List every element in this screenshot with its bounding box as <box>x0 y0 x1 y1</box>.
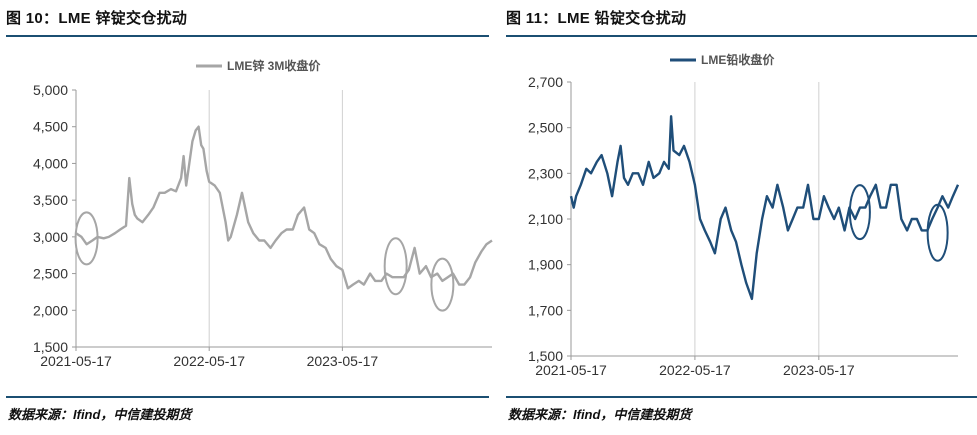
footer-divider <box>6 396 489 398</box>
y-tick-label: 4,000 <box>33 155 68 171</box>
y-tick-label: 4,500 <box>33 119 68 135</box>
y-tick-label: 5,000 <box>33 82 68 98</box>
annotation-ellipse <box>383 237 408 296</box>
y-tick-label: 1,500 <box>33 339 68 355</box>
footer-divider <box>506 396 977 398</box>
annotation-ellipse <box>74 211 99 266</box>
y-tick-label: 2,000 <box>33 302 68 318</box>
x-tick-label: 2023-05-17 <box>307 353 379 369</box>
annotation-ellipse <box>430 257 455 312</box>
y-tick-label: 1,900 <box>528 257 563 273</box>
y-tick-label: 3,500 <box>33 192 68 208</box>
annotation-ellipse <box>926 203 949 262</box>
title-divider <box>6 35 489 37</box>
data-source: 数据来源：Ifind，中信建投期货 <box>508 407 692 422</box>
chart-panel-zinc: 图 10：LME 锌锭交仓扰动 1,500 2,000 2,500 3,000 3,50… <box>6 10 493 422</box>
chart-panel-lead: 图 11：LME 铅锭交仓扰动 1,500 1,700 1,900 2,100 2,30… <box>500 0 977 435</box>
y-tick-label: 1,500 <box>528 348 563 364</box>
y-tick-label: 2,500 <box>33 266 68 282</box>
y-tick-label: 2,100 <box>528 211 563 227</box>
y-tick-label: 3,000 <box>33 229 68 245</box>
series-line <box>75 125 493 290</box>
y-tick-label: 2,300 <box>528 165 563 181</box>
chart-title: 图 10：LME 锌锭交仓扰动 <box>6 10 188 27</box>
x-tick-label: 2022-05-17 <box>173 353 245 369</box>
y-tick-label: 2,700 <box>528 74 563 90</box>
zinc-price-chart: 1,500 2,000 2,500 3,000 3,500 4,000 4,500 5,000… <box>33 58 493 369</box>
series-line <box>569 115 960 301</box>
annotation-ellipse <box>848 184 871 241</box>
chart-title: 图 11：LME 铅锭交仓扰动 <box>506 10 687 27</box>
x-tick-label: 2023-05-17 <box>783 362 855 378</box>
x-tick-label: 2021-05-17 <box>40 353 112 369</box>
x-tick-label: 2022-05-17 <box>659 362 731 378</box>
legend-label: LME铅收盘价 <box>701 52 775 67</box>
data-source: 数据来源：Ifind，中信建投期货 <box>8 407 192 422</box>
y-tick-label: 2,500 <box>528 120 563 136</box>
y-tick-label: 1,700 <box>528 302 563 318</box>
legend-label: LME锌 3M收盘价 <box>227 58 321 73</box>
lead-price-chart: 1,500 1,700 1,900 2,100 2,300 2,500 2,700 2021-… <box>528 52 960 378</box>
title-divider <box>506 35 977 37</box>
x-tick-label: 2021-05-17 <box>535 362 607 378</box>
